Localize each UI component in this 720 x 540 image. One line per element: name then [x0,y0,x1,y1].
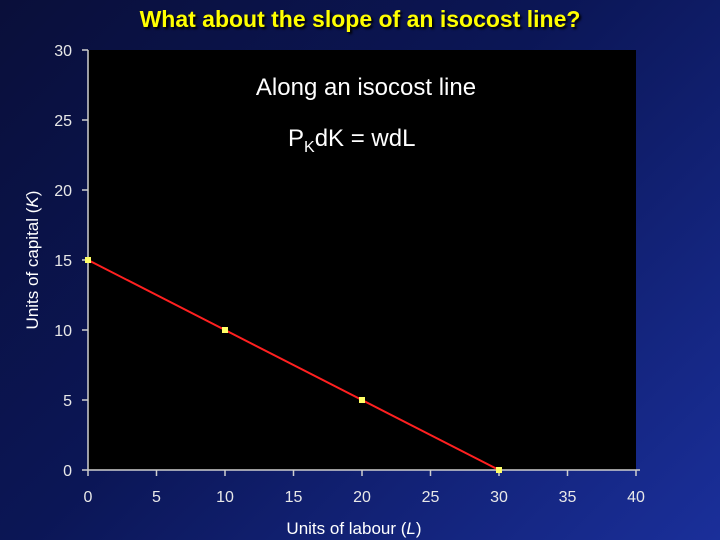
y-tick-label: 0 [63,463,72,480]
x-tick-label: 0 [84,489,93,506]
annotation-equation: PKdK = wdL [288,125,415,156]
formula-left-denominator: dL [422,283,458,320]
x-tick-label: 25 [422,489,440,506]
formula-right-numerator: PL [545,227,578,269]
x-tick-label: 35 [559,489,577,506]
y-tick-label: 20 [54,183,72,200]
x-tick-label: 5 [152,489,161,506]
x-tick-label: 30 [490,489,508,506]
data-point [85,257,91,263]
annotation-heading: Along an isocost line [256,74,476,101]
y-axis-label: Units of capital (K) [23,191,42,330]
y-axis: 0 5 10 15 20 25 30 [54,43,89,480]
data-point [222,327,228,333]
formula-left-numerator: dK [420,227,462,264]
x-tick-label: 15 [285,489,303,506]
formula-equals-minus: = – [481,253,528,289]
y-tick-label: 10 [54,323,72,340]
isocost-series [85,257,502,473]
x-axis-label: Units of labour (L) [286,519,421,538]
formula-right-denominator: PK [544,283,581,325]
slope-formula: dK dL = – PL PK [414,227,588,325]
y-tick-label: 30 [54,43,72,60]
data-point [359,397,365,403]
x-tick-label: 40 [627,489,645,506]
y-tick-label: 5 [63,393,72,410]
data-point [496,467,502,473]
x-tick-label: 10 [216,489,234,506]
x-axis: 0 5 10 15 20 25 30 35 40 [84,469,645,506]
y-tick-label: 15 [54,253,72,270]
isocost-line [87,259,500,471]
slide-title: What about the slope of an isocost line? [139,6,581,32]
x-tick-label: 20 [353,489,371,506]
y-tick-label: 25 [54,113,72,130]
